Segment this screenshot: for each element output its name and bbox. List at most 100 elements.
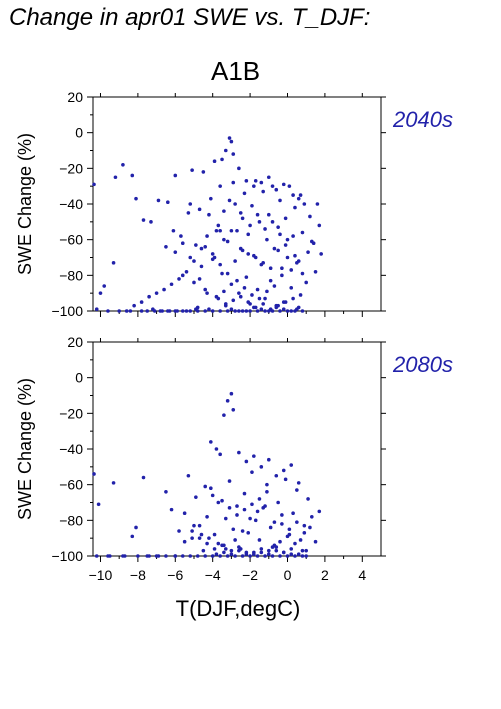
x-tick-label: −6	[167, 567, 183, 583]
data-point	[268, 266, 273, 271]
data-point	[293, 554, 297, 558]
data-point	[235, 513, 239, 517]
data-point	[248, 516, 252, 521]
data-point	[300, 554, 305, 558]
data-point	[261, 261, 265, 265]
panel-2040s: −100 −80 −60 −40 −20 0 20 SWE Change (%) 2040s	[15, 89, 453, 319]
data-point	[218, 262, 222, 267]
data-point	[289, 463, 294, 467]
data-point	[154, 554, 159, 558]
data-point	[278, 539, 282, 544]
data-point	[173, 250, 178, 254]
data-point	[222, 209, 226, 213]
data-point	[222, 543, 226, 548]
data-point	[310, 514, 314, 519]
data-point	[179, 234, 183, 238]
data-point	[147, 294, 151, 299]
data-point	[235, 278, 239, 283]
data-point	[281, 182, 286, 187]
data-point	[246, 252, 251, 256]
data-point	[250, 502, 254, 507]
data-point	[214, 447, 219, 451]
data-point	[177, 529, 181, 533]
data-point	[253, 179, 258, 183]
scenario-label: A1B	[211, 56, 261, 86]
data-point	[225, 239, 230, 244]
data-point	[270, 184, 275, 188]
data-point	[283, 243, 288, 247]
data-point	[203, 309, 208, 313]
data-point	[242, 286, 247, 290]
data-point	[190, 536, 194, 540]
data-point	[255, 212, 260, 217]
data-point	[250, 293, 254, 297]
data-point	[154, 291, 159, 295]
data-point	[197, 536, 202, 540]
data-point	[304, 554, 308, 558]
data-point	[287, 527, 292, 532]
data-point	[188, 202, 193, 206]
data-point	[268, 278, 273, 283]
data-point	[274, 473, 279, 478]
data-point	[212, 547, 217, 551]
data-point	[296, 481, 301, 485]
data-point	[248, 309, 252, 313]
data-point	[280, 266, 284, 271]
data-point	[293, 253, 297, 258]
data-point	[300, 230, 305, 235]
data-point	[296, 552, 301, 557]
data-point	[270, 554, 275, 558]
data-point	[265, 237, 269, 242]
y-tick-label: −60	[59, 477, 83, 493]
data-point	[222, 237, 226, 242]
data-point	[164, 490, 168, 494]
data-point	[225, 271, 230, 276]
data-point	[261, 189, 265, 194]
data-point	[216, 296, 221, 301]
data-point	[298, 193, 303, 197]
data-point	[266, 552, 271, 557]
data-point	[272, 284, 277, 288]
data-point	[237, 450, 241, 455]
y-tick-label: −80	[59, 267, 83, 283]
data-point	[293, 309, 297, 313]
data-point	[237, 291, 241, 295]
data-point	[132, 303, 136, 308]
data-point	[235, 228, 239, 233]
data-point	[265, 289, 269, 294]
data-point	[130, 534, 135, 539]
data-point	[231, 407, 236, 412]
data-point	[246, 531, 251, 535]
period-label: 2080s	[392, 352, 453, 377]
data-point	[145, 554, 150, 558]
y-tick-label: −60	[59, 232, 83, 248]
figure-title: Change in apr01 SWE vs. T_DJF:	[9, 4, 371, 31]
data-point	[128, 309, 133, 313]
data-point	[280, 273, 284, 278]
y-tick-label: −100	[51, 303, 83, 319]
data-point	[162, 287, 166, 292]
data-point	[149, 220, 153, 224]
data-point	[270, 545, 275, 549]
data-point	[201, 548, 206, 553]
data-point	[197, 277, 202, 281]
data-point	[255, 554, 260, 558]
data-point	[278, 198, 282, 203]
data-point	[222, 289, 226, 294]
data-point	[302, 523, 307, 528]
data-point	[218, 228, 222, 233]
data-point	[289, 268, 294, 272]
data-point	[233, 554, 237, 558]
y-tick-label: −100	[51, 548, 83, 564]
data-point	[229, 228, 234, 233]
data-point	[195, 309, 200, 313]
data-point	[263, 296, 267, 301]
data-point	[210, 257, 215, 262]
data-point	[259, 547, 264, 551]
x-tick-label: −10	[89, 567, 113, 583]
data-point	[186, 211, 191, 215]
data-point	[203, 484, 208, 489]
data-point	[207, 212, 211, 217]
data-point	[285, 534, 290, 539]
data-point	[283, 300, 288, 304]
